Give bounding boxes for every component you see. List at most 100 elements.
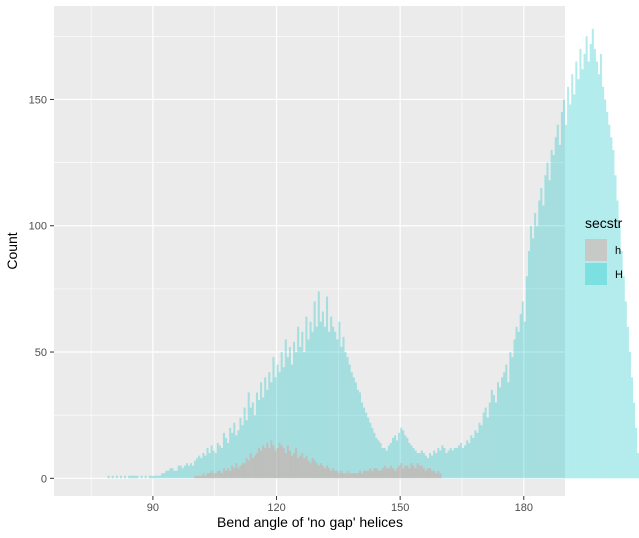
bar-h bbox=[342, 473, 345, 479]
bar-H bbox=[484, 407, 487, 479]
bar-h bbox=[371, 470, 374, 479]
legend-key-H bbox=[585, 263, 607, 285]
y-tick-label: 50 bbox=[35, 347, 47, 359]
bar-H bbox=[216, 442, 219, 479]
bar-h bbox=[231, 465, 234, 479]
bar-H bbox=[560, 112, 563, 479]
bar-h bbox=[241, 463, 244, 479]
bar-H bbox=[486, 417, 489, 479]
bar-H bbox=[301, 331, 304, 479]
bar-H bbox=[309, 321, 312, 479]
bar-H bbox=[311, 331, 314, 479]
bar-H bbox=[410, 445, 413, 479]
bar-H bbox=[208, 453, 211, 479]
bar-h bbox=[346, 470, 349, 479]
bar-H bbox=[562, 99, 565, 479]
bar-H bbox=[373, 432, 376, 479]
bar-h bbox=[400, 463, 403, 479]
legend: secstr h H bbox=[585, 215, 623, 285]
bar-h bbox=[311, 458, 314, 479]
bar-H bbox=[622, 276, 625, 479]
bar-H bbox=[196, 458, 199, 479]
bar-H bbox=[295, 352, 298, 479]
bar-H bbox=[257, 400, 261, 479]
bar-H bbox=[299, 346, 302, 479]
bar-H bbox=[385, 450, 388, 479]
bar-h bbox=[235, 463, 238, 479]
bar-h bbox=[225, 470, 228, 479]
bar-H bbox=[604, 99, 607, 479]
bar-H bbox=[540, 187, 543, 479]
bar-h bbox=[286, 445, 289, 479]
bar-H bbox=[408, 442, 411, 479]
bar-H bbox=[529, 225, 533, 479]
bar-H bbox=[509, 352, 512, 479]
bar-H bbox=[587, 61, 590, 479]
bar-h bbox=[350, 473, 353, 479]
bar-H bbox=[459, 442, 462, 479]
bar-h bbox=[227, 468, 230, 479]
bar-h bbox=[402, 468, 405, 479]
bar-H bbox=[602, 86, 605, 479]
bar-H bbox=[451, 450, 454, 479]
bar-H bbox=[468, 442, 471, 479]
bar-H bbox=[270, 382, 273, 479]
bar-h bbox=[249, 453, 252, 479]
legend-title: secstr bbox=[585, 215, 623, 231]
bar-H bbox=[534, 213, 537, 479]
bar-h bbox=[233, 468, 236, 479]
legend-label-H: H bbox=[615, 269, 623, 281]
bar-H bbox=[278, 372, 281, 479]
bar-H bbox=[140, 475, 143, 479]
bar-H bbox=[637, 453, 639, 479]
bar-h bbox=[309, 463, 312, 479]
bar-H bbox=[414, 450, 417, 479]
bar-h bbox=[243, 463, 246, 479]
bar-h bbox=[328, 468, 331, 479]
x-axis-ticks: 90 120 150 180 bbox=[147, 496, 533, 514]
bar-h bbox=[416, 463, 419, 479]
bar-H bbox=[490, 389, 493, 479]
bar-h bbox=[317, 465, 320, 479]
bar-h bbox=[220, 473, 223, 479]
bar-h bbox=[385, 468, 388, 479]
bar-H bbox=[274, 377, 277, 479]
bar-H bbox=[266, 389, 269, 479]
bar-h bbox=[381, 468, 384, 479]
bar-h bbox=[396, 468, 399, 479]
y-axis-title: Count bbox=[4, 232, 20, 269]
bar-H bbox=[233, 422, 236, 479]
bar-H bbox=[119, 475, 122, 479]
bar-h bbox=[344, 473, 347, 479]
bar-H bbox=[608, 124, 611, 479]
bar-h bbox=[274, 450, 277, 479]
bar-H bbox=[391, 437, 394, 479]
bar-H bbox=[406, 437, 409, 479]
bar-H bbox=[404, 435, 407, 479]
bar-H bbox=[379, 442, 382, 479]
bar-H bbox=[334, 331, 337, 479]
bar-H bbox=[494, 402, 498, 479]
bar-H bbox=[280, 352, 283, 479]
bar-h bbox=[299, 455, 302, 479]
bar-H bbox=[159, 475, 162, 479]
bar-H bbox=[328, 331, 331, 479]
bar-H bbox=[558, 144, 561, 479]
bar-H bbox=[150, 475, 153, 479]
bar-H bbox=[554, 137, 557, 479]
bar-h bbox=[268, 448, 271, 479]
bar-H bbox=[573, 94, 576, 479]
bar-h bbox=[363, 470, 366, 479]
bar-H bbox=[474, 430, 477, 479]
bar-h bbox=[313, 460, 316, 479]
bar-H bbox=[426, 458, 430, 479]
bar-H bbox=[532, 238, 535, 479]
bar-H bbox=[441, 445, 444, 479]
bar-H bbox=[396, 440, 399, 479]
bar-H bbox=[616, 200, 619, 479]
bar-H bbox=[262, 397, 265, 479]
bar-H bbox=[630, 377, 633, 479]
bar-H bbox=[464, 445, 467, 479]
bar-H bbox=[575, 61, 578, 479]
bar-h bbox=[272, 445, 275, 479]
